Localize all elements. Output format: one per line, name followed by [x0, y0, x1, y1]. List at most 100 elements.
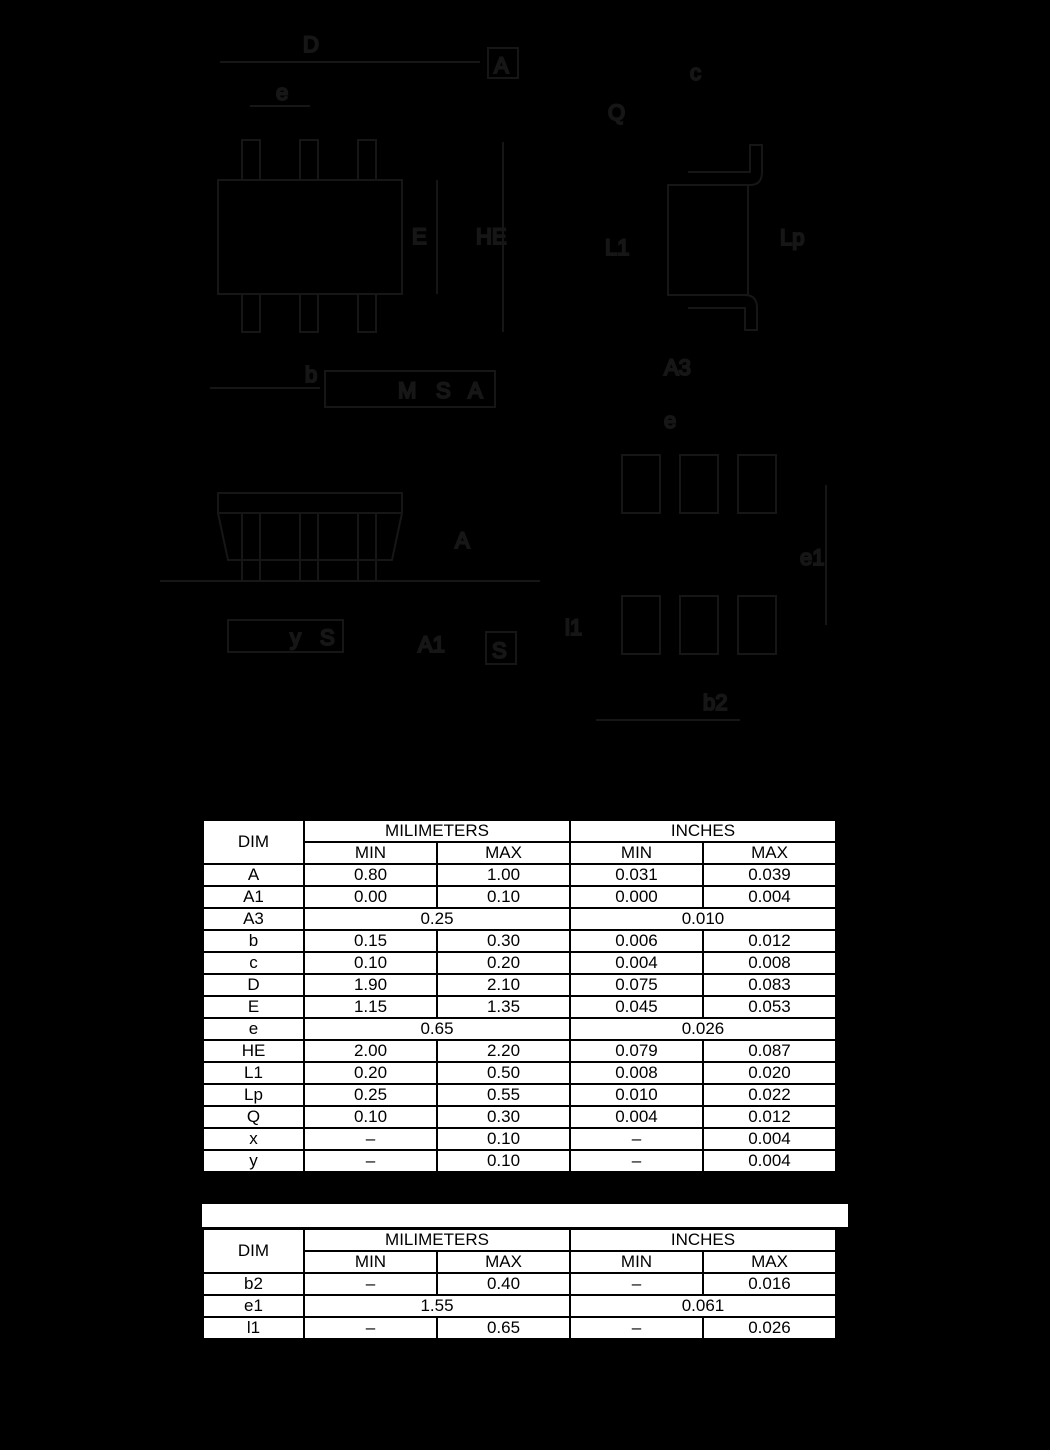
label-D: D	[303, 32, 319, 57]
mm-max-cell: 0.55	[436, 1083, 571, 1107]
table-row: e1 1.55 0.061	[202, 1294, 837, 1318]
in-max-cell: 0.087	[702, 1039, 837, 1063]
mm-max-cell: 1.00	[436, 863, 571, 887]
land-dimensions-table: DIM MILIMETERS INCHES MIN MAX MIN MAX b2–0.40–0…	[202, 1228, 837, 1340]
in-min-cell: –	[569, 1316, 704, 1340]
in-min-cell: 0.010	[569, 1083, 704, 1107]
header-in-max: MAX	[702, 841, 837, 865]
table-row: l1–0.65–0.026	[202, 1316, 837, 1340]
table-row: HE 2.00 2.20 0.079 0.087	[202, 1039, 837, 1063]
side-view: Q c L1 Lp A3	[604, 59, 805, 381]
mm-nominal-cell: 1.55	[303, 1294, 571, 1318]
label-y-S: S	[320, 625, 335, 650]
table-row: b 0.15 0.30 0.006 0.012	[202, 929, 837, 953]
front-view: A A1 S y S	[160, 492, 540, 665]
dim-cell: b	[202, 929, 305, 953]
dim-cell: HE	[202, 1039, 305, 1063]
table-row: y –0.10–0.004	[202, 1149, 837, 1173]
dim-cell: Q	[202, 1105, 305, 1129]
in-max-cell: 0.008	[702, 951, 837, 975]
mm-min-cell: –	[303, 1316, 438, 1340]
mm-min-cell: 0.20	[303, 1061, 438, 1085]
table-row: c 0.10 0.20 0.004 0.008	[202, 951, 837, 975]
label-A: A	[468, 378, 483, 403]
label-e: e	[276, 80, 288, 105]
header-mm-max: MAX	[436, 1250, 571, 1274]
in-max-cell: 0.039	[702, 863, 837, 887]
label-front-A: A	[455, 528, 470, 553]
mm-min-cell: 0.10	[303, 951, 438, 975]
label-L1: L1	[605, 235, 629, 260]
mm-min-cell: 0.25	[303, 1083, 438, 1107]
in-max-cell: 0.016	[702, 1272, 837, 1296]
in-min-cell: –	[569, 1149, 704, 1173]
in-max-cell: 0.004	[702, 885, 837, 909]
mm-min-cell: –	[303, 1149, 438, 1173]
dim-cell: A1	[202, 885, 305, 909]
mm-max-cell: 0.30	[436, 1105, 571, 1129]
in-min-cell: 0.045	[569, 995, 704, 1019]
mm-max-cell: 0.40	[436, 1272, 571, 1296]
label-datum-A: A	[494, 53, 509, 78]
mm-max-cell: 0.50	[436, 1061, 571, 1085]
table-row: D 1.90 2.10 0.075 0.083	[202, 973, 837, 997]
label-Lp: Lp	[780, 225, 804, 250]
mm-min-cell: 1.90	[303, 973, 438, 997]
in-max-cell: 0.026	[702, 1316, 837, 1340]
table-row: Lp 0.25 0.55 0.010 0.022	[202, 1083, 837, 1107]
in-min-cell: 0.000	[569, 885, 704, 909]
subheader-row: MIN MAX MIN MAX	[203, 1250, 837, 1274]
mm-max-cell: 0.10	[436, 1127, 571, 1151]
header-millimeters: MILIMETERS	[303, 819, 571, 843]
mm-min-cell: 0.00	[303, 885, 438, 909]
table-row: E 1.15 1.35 0.045 0.053	[202, 995, 837, 1019]
label-A1: A1	[418, 632, 445, 657]
in-max-cell: 0.022	[702, 1083, 837, 1107]
label-datum-S: S	[492, 638, 507, 663]
in-max-cell: 0.012	[702, 1105, 837, 1129]
header-row: DIM MILIMETERS INCHES	[202, 1228, 837, 1274]
mm-max-cell: 0.10	[436, 1149, 571, 1173]
label-c: c	[690, 60, 701, 85]
in-min-cell: 0.031	[569, 863, 704, 887]
header-inches: INCHES	[569, 1228, 837, 1252]
table-spacer	[202, 1204, 848, 1227]
dim-cell: x	[202, 1127, 305, 1151]
header-dim: DIM	[202, 1228, 305, 1274]
in-min-cell: 0.006	[569, 929, 704, 953]
dim-cell: b2	[202, 1272, 305, 1296]
label-S: S	[436, 378, 451, 403]
label-M: M	[398, 378, 416, 403]
mm-min-cell: –	[303, 1127, 438, 1151]
table-row: Q 0.10 0.30 0.004 0.012	[202, 1105, 837, 1129]
label-y: y	[290, 625, 301, 650]
mm-max-cell: 0.30	[436, 929, 571, 953]
dim-cell: l1	[202, 1316, 305, 1340]
label-l1: l1	[565, 615, 582, 640]
dim-cell: c	[202, 951, 305, 975]
mm-max-cell: 1.35	[436, 995, 571, 1019]
header-row: DIM MILIMETERS INCHES	[202, 819, 837, 865]
label-E: E	[412, 224, 427, 249]
header-mm-min: MIN	[303, 1250, 438, 1274]
dim-cell: E	[202, 995, 305, 1019]
dim-cell: A3	[202, 907, 305, 931]
in-min-cell: 0.004	[569, 1105, 704, 1129]
subheader-row: MIN MAX MIN MAX	[203, 841, 837, 865]
mm-min-cell: 1.15	[303, 995, 438, 1019]
header-mm-min: MIN	[303, 841, 438, 865]
mm-min-cell: 0.15	[303, 929, 438, 953]
in-min-cell: 0.008	[569, 1061, 704, 1085]
mm-min-cell: 0.80	[303, 863, 438, 887]
package-body-top	[217, 179, 403, 295]
label-b2: b2	[703, 690, 727, 715]
header-millimeters: MILIMETERS	[303, 1228, 571, 1252]
dim-cell: e	[202, 1017, 305, 1041]
label-A3: A3	[664, 355, 691, 380]
mm-max-cell: 0.20	[436, 951, 571, 975]
dim-cell: L1	[202, 1061, 305, 1085]
dim-cell: y	[202, 1149, 305, 1173]
table-row: x –0.10–0.004	[202, 1127, 837, 1151]
in-min-cell: –	[569, 1127, 704, 1151]
label-Q: Q	[608, 100, 625, 125]
